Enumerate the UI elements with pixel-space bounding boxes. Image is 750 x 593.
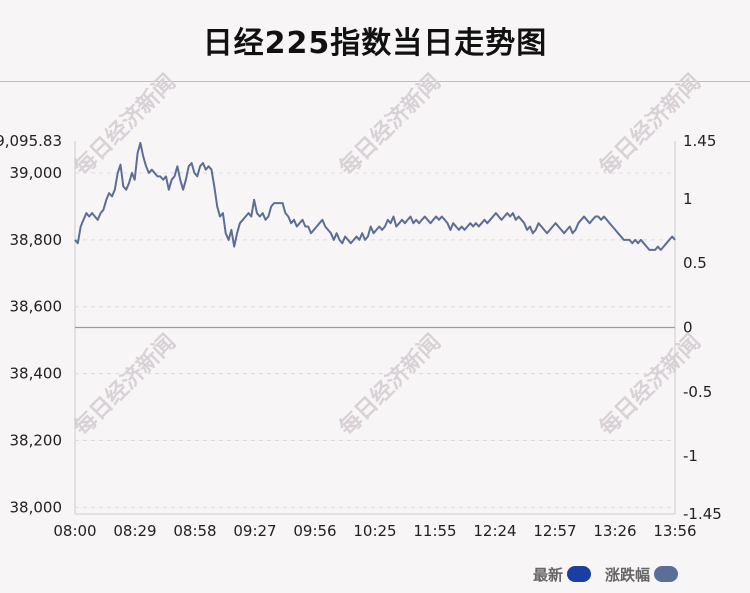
legend-label-latest: 最新 (533, 565, 564, 584)
right-tick-label: 0 (683, 319, 693, 337)
left-tick-label: 38,800 (10, 231, 63, 249)
x-tick-label: 08:00 (53, 522, 96, 540)
right-tick-label: -1 (683, 447, 698, 465)
chart-title: 日经225指数当日走势图 (202, 26, 548, 61)
legend: 最新 涨跌幅 (533, 564, 679, 585)
watermark-text: 每日经济新闻 (69, 69, 181, 181)
legend-item-change[interactable]: 涨跌幅 (605, 564, 679, 585)
x-tick-label: 10:25 (353, 522, 396, 540)
right-tick-label: 1.45 (683, 132, 716, 150)
left-tick-label: 38,200 (10, 431, 63, 449)
watermark-text: 每日经济新闻 (69, 329, 181, 441)
left-max-label: 39,095.83 (0, 132, 62, 150)
left-tick-label: 39,000 (10, 164, 63, 182)
legend-swatch-change (654, 566, 679, 582)
right-axis-ticks: 1.45 1 0.5 0 -0.5 -1 -1.45 (683, 132, 722, 523)
left-tick-label: 38,400 (10, 365, 63, 383)
x-tick-label: 11:55 (413, 522, 456, 540)
x-tick-label: 12:24 (473, 522, 516, 540)
x-tick-label: 08:58 (173, 522, 216, 540)
watermark-text: 每日经济新闻 (594, 69, 706, 181)
left-tick-label: 38,000 (10, 498, 63, 516)
x-tick-label: 13:56 (653, 522, 696, 540)
legend-swatch-latest (567, 566, 592, 582)
x-tick-label: 08:29 (113, 522, 156, 540)
x-tick-label: 12:57 (533, 522, 576, 540)
right-tick-label: 0.5 (683, 254, 707, 272)
left-tick-label: 38,600 (10, 298, 63, 316)
x-axis-ticks: 08:00 08:29 08:58 09:27 09:56 10:25 11:55 12:24… (53, 522, 696, 540)
series-line-最新 (74, 141, 676, 251)
legend-item-latest[interactable]: 最新 (533, 564, 592, 585)
series-layer (74, 141, 676, 251)
right-tick-label: -0.5 (683, 383, 712, 401)
right-tick-label: -1.45 (683, 505, 722, 523)
x-tick-label: 13:26 (593, 522, 636, 540)
watermark-text: 每日经济新闻 (334, 69, 446, 181)
watermark-text: 每日经济新闻 (334, 329, 446, 441)
title-divider (0, 81, 750, 82)
x-tick-label: 09:56 (293, 522, 336, 540)
axes (74, 141, 676, 515)
left-axis-ticks: 38,000 38,200 38,400 38,600 38,800 39,000 39,0… (0, 132, 62, 516)
legend-label-change: 涨跌幅 (605, 565, 651, 584)
x-tick-label: 09:27 (233, 522, 276, 540)
right-tick-label: 1 (683, 190, 693, 208)
